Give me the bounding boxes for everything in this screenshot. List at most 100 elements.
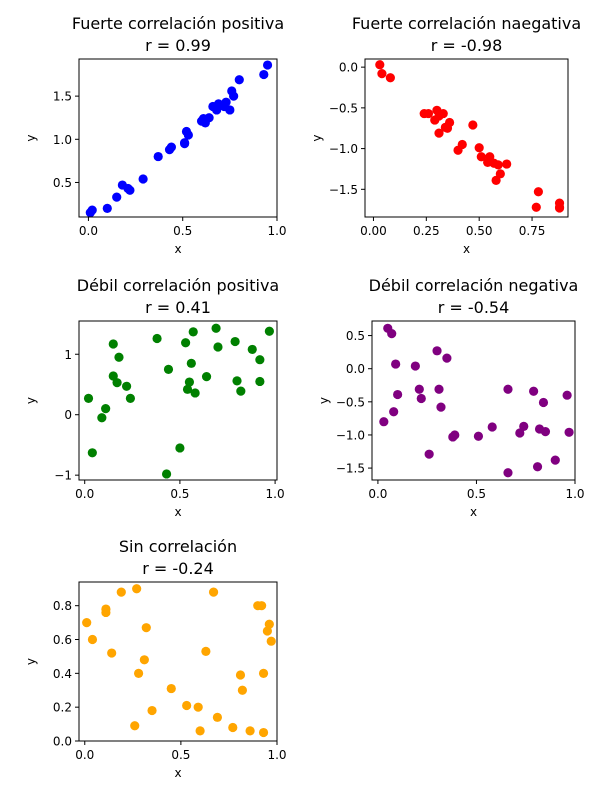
data-point xyxy=(493,160,503,170)
y-axis-label: y xyxy=(310,134,324,141)
data-point xyxy=(166,683,176,694)
y-tick-label: 0.0 xyxy=(53,735,72,749)
data-point xyxy=(97,413,107,423)
x-tick-label: 0.75 xyxy=(519,224,546,238)
data-point xyxy=(385,73,395,83)
y-tick-label: 0.0 xyxy=(346,362,365,376)
data-point xyxy=(237,685,247,695)
data-point xyxy=(562,390,572,400)
data-point xyxy=(416,393,426,404)
x-tick-label: 0.0 xyxy=(75,748,94,762)
axes-frame xyxy=(78,581,278,742)
data-point xyxy=(152,333,162,344)
data-point xyxy=(130,721,140,731)
data-point xyxy=(255,376,265,387)
data-point xyxy=(101,404,111,414)
data-point xyxy=(184,377,195,387)
y-tick-label: −1.5 xyxy=(336,462,365,476)
chart-title: Débil correlación negativa xyxy=(369,276,579,295)
data-point xyxy=(389,407,399,417)
data-point xyxy=(166,142,176,152)
data-point xyxy=(183,130,193,140)
chart-title: Fuerte correlación naegativa xyxy=(352,14,581,33)
data-point xyxy=(436,402,446,412)
data-point xyxy=(564,427,574,437)
data-point xyxy=(531,202,541,212)
x-axis-label: x xyxy=(463,242,470,256)
data-point xyxy=(138,174,148,184)
data-point xyxy=(424,449,434,459)
data-point xyxy=(121,381,132,391)
data-point xyxy=(476,152,486,162)
data-point xyxy=(201,646,211,656)
data-point xyxy=(519,421,529,431)
data-point xyxy=(153,151,163,162)
x-axis-label: x xyxy=(174,505,181,519)
data-point xyxy=(473,431,484,441)
subplot-2: Fuerte correlación naegativa r = -0.98 0.0… xyxy=(310,14,581,256)
data-point xyxy=(491,175,501,185)
data-point xyxy=(529,386,539,396)
data-point xyxy=(212,712,223,722)
y-tick-label: −1.5 xyxy=(329,183,358,197)
chart-subtitle: r = -0.98 xyxy=(431,36,503,55)
data-point xyxy=(180,139,190,149)
data-point xyxy=(255,355,265,365)
data-point xyxy=(414,384,424,394)
scatter-points xyxy=(85,60,273,217)
data-point xyxy=(503,468,513,478)
data-point xyxy=(533,187,543,197)
y-tick-label: 0.5 xyxy=(346,329,365,343)
y-tick-label: 0 xyxy=(64,408,72,422)
y-tick-label: 0.8 xyxy=(53,599,72,613)
data-point xyxy=(182,700,192,711)
data-point xyxy=(163,364,174,374)
data-point xyxy=(87,634,98,645)
y-tick-label: −1.0 xyxy=(329,142,358,156)
subplot-3: Débil correlación positiva r = 0.41 0.0 0.5… xyxy=(24,276,285,519)
x-tick-label: 0.25 xyxy=(413,224,440,238)
subplot-4: Débil correlación negativa r = -0.54 0.0 0.… xyxy=(317,276,585,519)
data-point xyxy=(102,203,112,213)
y-axis-label: y xyxy=(24,397,38,404)
data-point xyxy=(515,428,525,438)
data-point xyxy=(538,397,549,408)
data-point xyxy=(550,455,560,465)
data-point xyxy=(264,326,274,336)
y-axis-label: y xyxy=(24,134,38,141)
data-point xyxy=(245,726,255,736)
data-point xyxy=(234,75,244,85)
scatter-points xyxy=(82,584,276,738)
y-tick-label: −0.5 xyxy=(329,101,358,115)
data-point xyxy=(266,636,276,646)
y-tick-label: 0.0 xyxy=(339,61,358,75)
x-tick-label: 1.0 xyxy=(267,748,286,762)
data-point xyxy=(379,417,389,427)
data-point xyxy=(108,371,118,381)
y-tick-label: 0.5 xyxy=(53,176,72,190)
data-point xyxy=(387,328,397,339)
x-tick-label: 1.0 xyxy=(565,487,584,501)
x-tick-label: 1.0 xyxy=(266,487,285,501)
data-point xyxy=(393,389,403,400)
data-point xyxy=(108,339,118,349)
data-point xyxy=(554,203,565,213)
data-point xyxy=(532,462,543,472)
data-point xyxy=(485,152,495,162)
x-axis-label: x xyxy=(174,766,181,780)
data-point xyxy=(262,60,273,70)
x-axis-label: x xyxy=(470,505,477,519)
data-point xyxy=(450,430,460,440)
y-tick-label: 1.0 xyxy=(53,133,72,147)
data-point xyxy=(457,139,467,150)
data-point xyxy=(112,378,122,388)
data-point xyxy=(201,372,212,382)
y-tick-label: −0.5 xyxy=(336,395,365,409)
data-point xyxy=(211,323,221,333)
data-point xyxy=(434,384,444,394)
data-point xyxy=(107,648,117,658)
data-point xyxy=(208,587,219,597)
data-point xyxy=(442,353,452,363)
chart-title: Débil correlación positiva xyxy=(77,276,279,295)
